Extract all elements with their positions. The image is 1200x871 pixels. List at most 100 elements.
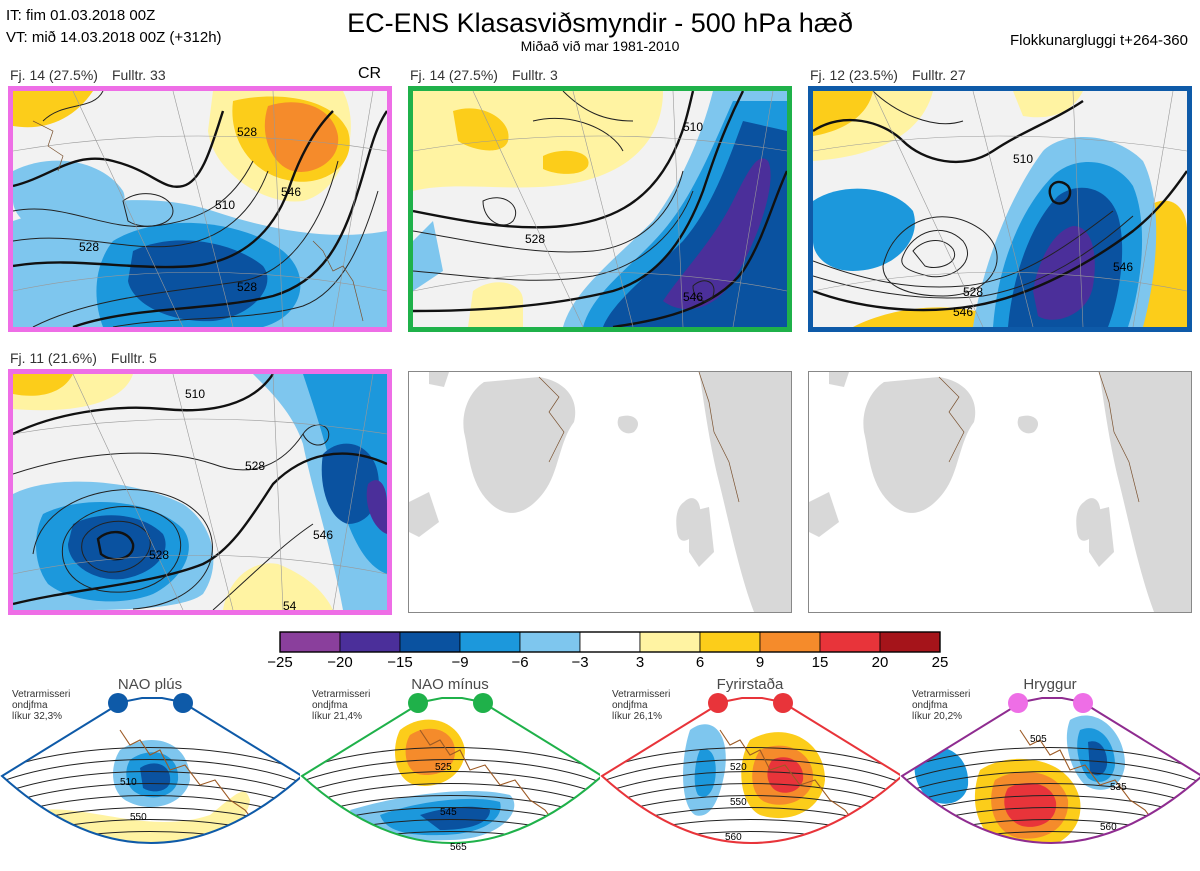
panel-3-label: Fj. 12 (23.5%) Fulltr. 27 [810,67,966,83]
p4-contour-label-3: 528 [149,548,169,562]
regime-note-line: líkur 26,1% [612,711,663,722]
height-contour [302,759,600,783]
regime-outline [600,697,900,844]
panel-1-rep: Fulltr. 33 [111,67,166,83]
cluster-map-2: 510 528 546 [408,86,792,332]
regime-note-line: Vetrarmisseri [912,689,971,700]
height-contour [902,771,1200,795]
height-contour [2,747,300,771]
regime-contour-label: 550 [130,812,147,823]
regime-note-line: Vetrarmisseri [12,689,71,700]
height-contour [902,831,1200,843]
colorbar-tick-label: 6 [695,654,705,671]
init-time: IT: fim 01.03.2018 00Z [6,7,156,24]
p4-contour-label-4: 546 [313,528,333,542]
regime-outline [0,697,300,844]
regime-contour-label: 560 [725,832,742,843]
p3-contour-label-4: 546 [1113,260,1133,274]
classification-window: Flokkunargluggi t+264-360 [1009,32,1188,49]
regime-contour-label: 510 [120,777,137,788]
colorbar-cell [459,631,521,653]
height-contour [0,844,300,867]
panel-4-rep: Fulltr. 5 [110,350,157,366]
height-contour [602,747,900,771]
p1-contour-label-2: 528 [237,125,257,139]
climatology-subtitle: Miðað við mar 1981-2010 [520,38,680,54]
p1-contour-label-4: 528 [79,240,99,254]
colorbar-cell [399,631,461,653]
p4-contour-label-1: 510 [185,387,205,401]
regime-note-line: líkur 21,4% [312,711,363,722]
regime-note-line: Vetrarmisseri [312,689,371,700]
colorbar-cell [279,631,341,653]
regime-note: Vetrarmisseri ondjfma líkur 26,1% [612,689,670,722]
coastline [419,729,571,843]
coastline [119,729,271,843]
colorbar-cell [879,631,941,653]
panel-3-rep: Fulltr. 27 [911,67,966,83]
colorbar-tick-label: 20 [871,654,889,671]
height-contour [302,747,600,771]
p3-contour-label-2: 528 [963,285,983,299]
panel-1-cr-tag: CR [358,65,382,82]
regime-note-line: ondjfma [612,700,648,711]
regime-marker-dot [773,693,793,713]
anomaly-area [1004,782,1057,827]
p3-contour-label-3: 546 [953,305,973,319]
regime-marker-dot [1008,693,1028,713]
height-contour [602,831,900,843]
colorbar-tick-label: −6 [511,654,529,671]
height-contour [302,831,600,843]
empty-map-6 [808,371,1192,613]
regime-note-line: líkur 20,2% [912,711,963,722]
colorbar-tick-label: 9 [755,654,765,671]
regime-contour-label: 535 [1110,782,1127,793]
colorbar-tick-label: −20 [327,654,353,671]
regime-contour-label: 565 [450,842,467,853]
empty-map-5 [408,371,792,613]
regime-map: 505 535 560 [900,697,1200,870]
cluster-map-1: 510 528 546 528 528 [8,86,392,332]
p4-contour-label-5: 54 [283,599,297,610]
regime-note-line: ondjfma [912,700,948,711]
panel-2-label: Fj. 14 (27.5%) Fulltr. 3 [410,67,558,83]
panel-4-freq: Fj. 11 (21.6%) [10,350,97,366]
regime-note: Vetrarmisseri ondjfma líkur 20,2% [912,689,970,722]
anomaly-area [420,806,490,830]
height-contour [902,759,1200,783]
cluster-map-3: 510 528 546 546 [808,86,1192,332]
height-contour [602,783,900,807]
colorbar-cell [819,631,881,653]
coastline [1019,729,1171,843]
coastline [719,729,871,843]
height-contour [2,771,300,795]
height-contour [2,831,300,843]
regime-contour-label: 505 [1030,734,1047,745]
p2-contour-label-2: 528 [525,232,545,246]
colorbar-cell [699,631,761,653]
regime-note-line: líkur 32,3% [12,711,63,722]
p3-contour-label-1: 510 [1013,152,1033,166]
p1-contour-label-5: 528 [237,280,257,294]
panel-3-freq: Fj. 12 (23.5%) [810,67,898,83]
colorbar-tick-label: −3 [571,654,589,671]
height-contour [600,844,900,867]
regime-outline [300,697,600,844]
regime-title: NAO plús [117,676,183,693]
regime-note: Vetrarmisseri ondjfma líkur 32,3% [12,689,70,722]
colorbar-cell [339,631,401,653]
height-contour [900,844,1200,867]
regime-map: 525 545 565 [300,697,600,853]
colorbar-tick-label: 25 [931,654,949,671]
panel-2-rep: Fulltr. 3 [511,67,558,83]
regime-contour-label: 560 [1100,822,1117,833]
p1-contour-label-1: 510 [215,198,235,212]
panel-1-freq: Fj. 14 (27.5%) [10,67,98,83]
colorbar-cell [639,631,701,653]
colorbar-cell [519,631,581,653]
regime-contour-label: 525 [435,762,452,773]
colorbar-cell [759,631,821,653]
anomaly-area [1010,861,1042,870]
colorbar-outline [279,631,941,653]
colorbar-tick-label: −9 [451,654,469,671]
